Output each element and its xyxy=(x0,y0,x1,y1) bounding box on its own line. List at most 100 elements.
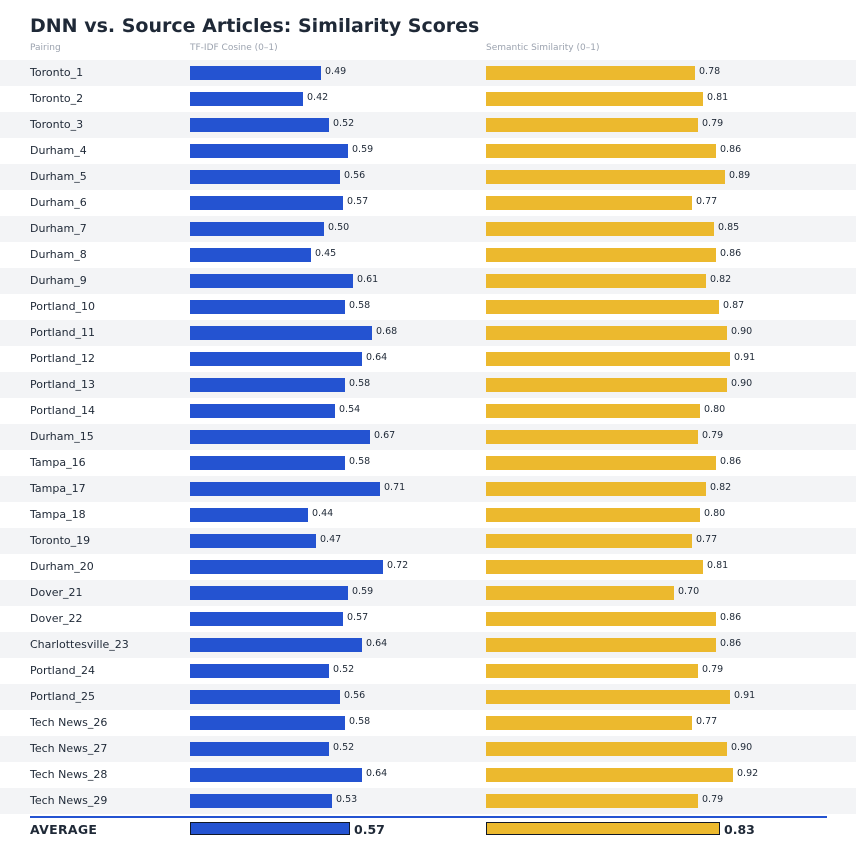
semantic-value-label: 0.87 xyxy=(723,300,745,311)
tfidf-bar xyxy=(190,430,370,444)
semantic-value-label: 0.81 xyxy=(707,560,729,571)
pairing-label: Charlottesville_23 xyxy=(30,638,129,651)
semantic-bar xyxy=(486,404,700,418)
table-row: Toronto_19 0.47 0.77 xyxy=(0,528,856,554)
semantic-value-label: 0.91 xyxy=(734,352,756,363)
pairing-label: Toronto_3 xyxy=(30,118,84,131)
table-row: Portland_12 0.64 0.91 xyxy=(0,346,856,372)
semantic-bar xyxy=(486,300,719,314)
semantic-value-label: 0.90 xyxy=(731,326,753,337)
tfidf-bar xyxy=(190,326,372,340)
semantic-bar xyxy=(486,92,703,106)
semantic-value-label: 0.80 xyxy=(704,404,726,415)
table-row: Tech News_29 0.53 0.79 xyxy=(0,788,856,814)
semantic-bar xyxy=(486,170,725,184)
semantic-value-label: 0.86 xyxy=(720,248,742,259)
tfidf-value-label: 0.61 xyxy=(357,274,379,285)
semantic-bar xyxy=(486,794,698,808)
pairing-label: Durham_4 xyxy=(30,144,87,157)
semantic-bar xyxy=(486,430,698,444)
tfidf-value-label: 0.58 xyxy=(349,378,371,389)
tfidf-bar xyxy=(190,638,362,652)
tfidf-value-label: 0.49 xyxy=(325,66,347,77)
pairing-label: Durham_15 xyxy=(30,430,94,443)
semantic-value-label: 0.77 xyxy=(696,196,718,207)
pairing-label: Toronto_19 xyxy=(30,534,91,547)
tfidf-value-label: 0.47 xyxy=(320,534,342,545)
tfidf-value-label: 0.58 xyxy=(349,456,371,467)
semantic-value-label: 0.86 xyxy=(720,612,742,623)
tfidf-value-label: 0.59 xyxy=(352,144,374,155)
tfidf-bar xyxy=(190,664,329,678)
pairing-label: Portland_13 xyxy=(30,378,96,391)
tfidf-value-label: 0.52 xyxy=(333,664,355,675)
semantic-value-label: 0.82 xyxy=(710,482,732,493)
semantic-value-label: 0.92 xyxy=(737,768,759,779)
tfidf-bar xyxy=(190,248,311,262)
pairing-label: Durham_7 xyxy=(30,222,87,235)
tfidf-value-label: 0.67 xyxy=(374,430,396,441)
semantic-value-label: 0.79 xyxy=(702,794,724,805)
tfidf-value-label: 0.45 xyxy=(315,248,337,259)
tfidf-value-label: 0.58 xyxy=(349,716,371,727)
pairing-label: Tampa_18 xyxy=(30,508,86,521)
pairing-label: Tampa_16 xyxy=(30,456,86,469)
average-tfidf-bar xyxy=(190,822,350,835)
column-header-semantic: Semantic Similarity (0–1) xyxy=(486,43,600,53)
table-row: Toronto_1 0.49 0.78 xyxy=(0,60,856,86)
semantic-bar xyxy=(486,378,727,392)
average-semantic-bar xyxy=(486,822,720,835)
semantic-bar xyxy=(486,638,716,652)
semantic-value-label: 0.85 xyxy=(718,222,740,233)
semantic-value-label: 0.77 xyxy=(696,716,718,727)
tfidf-bar xyxy=(190,768,362,782)
semantic-bar xyxy=(486,144,716,158)
table-row: Toronto_3 0.52 0.79 xyxy=(0,112,856,138)
pairing-label: Toronto_2 xyxy=(30,92,84,105)
pairing-label: Toronto_1 xyxy=(30,66,84,79)
semantic-value-label: 0.90 xyxy=(731,378,753,389)
tfidf-bar xyxy=(190,716,345,730)
semantic-bar xyxy=(486,196,692,210)
tfidf-bar xyxy=(190,794,332,808)
semantic-bar xyxy=(486,118,698,132)
tfidf-value-label: 0.56 xyxy=(344,690,366,701)
pairing-label: Tampa_17 xyxy=(30,482,86,495)
tfidf-value-label: 0.52 xyxy=(333,118,355,129)
tfidf-value-label: 0.53 xyxy=(336,794,358,805)
semantic-value-label: 0.82 xyxy=(710,274,732,285)
table-row: Durham_15 0.67 0.79 xyxy=(0,424,856,450)
tfidf-value-label: 0.52 xyxy=(333,742,355,753)
semantic-bar xyxy=(486,716,692,730)
semantic-value-label: 0.90 xyxy=(731,742,753,753)
tfidf-bar xyxy=(190,222,324,236)
semantic-bar xyxy=(486,66,695,80)
pairing-label: Durham_6 xyxy=(30,196,87,209)
tfidf-bar xyxy=(190,690,340,704)
pairing-label: Durham_5 xyxy=(30,170,87,183)
table-row: Portland_25 0.56 0.91 xyxy=(0,684,856,710)
table-row: Dover_21 0.59 0.70 xyxy=(0,580,856,606)
average-semantic-value: 0.83 xyxy=(724,822,755,837)
semantic-bar xyxy=(486,768,733,782)
tfidf-bar xyxy=(190,612,343,626)
table-row: Tampa_18 0.44 0.80 xyxy=(0,502,856,528)
table-row: Portland_24 0.52 0.79 xyxy=(0,658,856,684)
tfidf-value-label: 0.57 xyxy=(347,612,369,623)
tfidf-bar xyxy=(190,300,345,314)
tfidf-value-label: 0.58 xyxy=(349,300,371,311)
tfidf-value-label: 0.64 xyxy=(366,768,388,779)
tfidf-value-label: 0.42 xyxy=(307,92,329,103)
tfidf-bar xyxy=(190,196,343,210)
tfidf-bar xyxy=(190,170,340,184)
table-row: Tech News_28 0.64 0.92 xyxy=(0,762,856,788)
tfidf-bar xyxy=(190,560,383,574)
table-row: Durham_8 0.45 0.86 xyxy=(0,242,856,268)
semantic-value-label: 0.86 xyxy=(720,638,742,649)
semantic-value-label: 0.81 xyxy=(707,92,729,103)
semantic-bar xyxy=(486,222,714,236)
chart-title: DNN vs. Source Articles: Similarity Scor… xyxy=(30,15,480,37)
tfidf-bar xyxy=(190,586,348,600)
tfidf-bar xyxy=(190,274,353,288)
table-row: Durham_5 0.56 0.89 xyxy=(0,164,856,190)
